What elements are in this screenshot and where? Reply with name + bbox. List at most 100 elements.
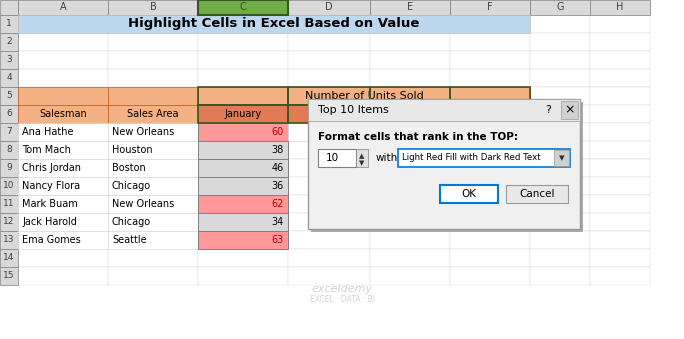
Bar xyxy=(450,213,530,231)
Text: Top 10 Items: Top 10 Items xyxy=(318,105,389,115)
Bar xyxy=(590,87,650,105)
Bar xyxy=(198,105,288,123)
Bar xyxy=(18,177,108,195)
Bar xyxy=(108,267,198,285)
Bar xyxy=(198,87,530,105)
Text: Salesman: Salesman xyxy=(39,109,87,119)
Bar xyxy=(198,141,288,159)
Bar xyxy=(18,141,108,159)
Bar xyxy=(590,15,650,33)
Bar xyxy=(18,51,108,69)
Text: OK: OK xyxy=(462,189,477,199)
Bar xyxy=(18,69,108,87)
Bar xyxy=(530,69,590,87)
Bar xyxy=(450,123,530,141)
Text: New Orleans: New Orleans xyxy=(112,199,174,209)
Text: 12: 12 xyxy=(3,218,14,226)
Bar xyxy=(0,231,18,249)
Bar xyxy=(450,105,530,123)
Text: G: G xyxy=(556,2,564,13)
Text: 62: 62 xyxy=(272,199,284,209)
Bar xyxy=(0,267,18,285)
Bar xyxy=(0,51,18,69)
Text: 10: 10 xyxy=(3,181,15,191)
Bar xyxy=(370,249,450,267)
Text: Houston: Houston xyxy=(112,145,153,155)
Bar xyxy=(288,87,370,105)
Text: Jack Harold: Jack Harold xyxy=(22,217,77,227)
Text: with: with xyxy=(376,153,398,163)
Bar xyxy=(440,185,498,203)
Bar xyxy=(108,159,198,177)
Text: ▼: ▼ xyxy=(359,160,365,166)
Bar xyxy=(370,0,450,15)
Bar xyxy=(590,159,650,177)
Bar xyxy=(108,87,198,105)
Bar xyxy=(18,195,108,213)
Text: Ana Hathe: Ana Hathe xyxy=(22,127,73,137)
Bar xyxy=(590,33,650,51)
Bar xyxy=(108,177,198,195)
Text: 63: 63 xyxy=(272,235,284,245)
Bar xyxy=(0,69,18,87)
Bar xyxy=(18,249,108,267)
Text: 15: 15 xyxy=(3,272,15,280)
Bar xyxy=(198,0,288,15)
Text: 2: 2 xyxy=(6,38,12,46)
Text: Chicago: Chicago xyxy=(112,217,151,227)
Bar xyxy=(198,231,288,249)
Bar xyxy=(108,123,198,141)
Text: 10: 10 xyxy=(326,153,339,163)
Text: H: H xyxy=(616,2,624,13)
Bar xyxy=(108,213,198,231)
Text: January: January xyxy=(224,109,261,119)
Bar xyxy=(198,213,288,231)
Bar xyxy=(530,15,590,33)
Bar xyxy=(108,231,198,249)
Bar xyxy=(18,267,108,285)
Bar xyxy=(450,87,530,105)
Bar xyxy=(590,249,650,267)
Bar xyxy=(108,141,198,159)
Text: Nancy Flora: Nancy Flora xyxy=(22,181,80,191)
Bar xyxy=(308,99,580,121)
Text: 6: 6 xyxy=(6,109,12,119)
Text: C: C xyxy=(239,2,246,13)
Bar xyxy=(318,149,356,167)
Bar xyxy=(18,123,108,141)
Bar xyxy=(370,87,450,105)
Text: 13: 13 xyxy=(3,236,15,244)
Bar xyxy=(18,159,108,177)
Bar xyxy=(530,105,590,123)
Bar xyxy=(108,141,198,159)
Bar xyxy=(450,249,530,267)
Bar xyxy=(0,177,18,195)
Bar xyxy=(370,267,450,285)
Bar xyxy=(590,195,650,213)
Bar xyxy=(198,159,288,177)
Text: 67: 67 xyxy=(514,127,526,137)
Bar xyxy=(370,33,450,51)
Bar xyxy=(530,267,590,285)
Bar xyxy=(0,0,18,15)
Bar xyxy=(0,213,18,231)
Bar xyxy=(450,105,530,123)
Text: Sales Area: Sales Area xyxy=(127,109,179,119)
Bar xyxy=(288,177,370,195)
Bar xyxy=(0,141,18,159)
Text: F: F xyxy=(487,2,492,13)
Bar xyxy=(0,195,18,213)
Bar xyxy=(18,33,108,51)
Bar xyxy=(450,231,530,249)
Bar xyxy=(18,105,108,123)
Bar xyxy=(108,195,198,213)
Bar xyxy=(18,105,108,123)
Bar xyxy=(18,87,108,105)
Bar xyxy=(108,69,198,87)
Bar xyxy=(370,177,450,195)
Bar xyxy=(108,249,198,267)
Bar xyxy=(450,87,530,105)
Bar xyxy=(288,123,370,141)
Bar xyxy=(18,15,530,33)
Bar xyxy=(198,15,288,33)
